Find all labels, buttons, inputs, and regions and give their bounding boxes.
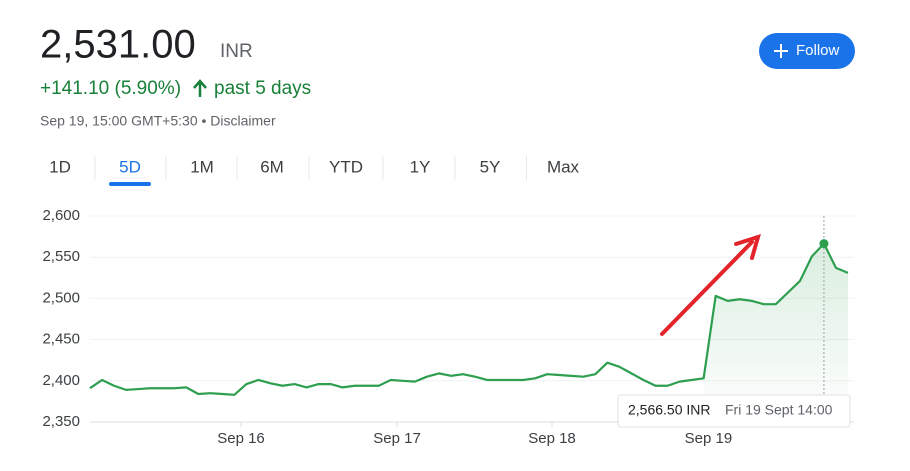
tab[interactable]: Max	[547, 157, 580, 176]
y-tick-label: 2,450	[42, 331, 80, 348]
chart: 2,350 2,400 2,450 2,500 2,550 2,600 Sep 16 Sep …	[42, 207, 854, 447]
follow-label[interactable]: Follow	[796, 42, 840, 59]
currency: INR	[220, 41, 253, 62]
follow-button[interactable]: Follow	[759, 33, 855, 69]
y-tick-label: 2,600	[42, 207, 80, 224]
tooltip-time: Fri 19 Sept 14:00	[725, 402, 833, 418]
plus-icon	[774, 44, 788, 58]
change: +141.10 (5.90%)	[40, 78, 181, 99]
x-tick-label: Sep 17	[373, 430, 421, 447]
y-tick-label: 2,550	[42, 248, 80, 265]
x-tick-label: Sep 18	[528, 430, 576, 447]
price: 2,531.00	[40, 23, 196, 67]
y-tick-label: 2,500	[42, 289, 80, 306]
price-line	[89, 242, 849, 396]
tab[interactable]: 6M	[260, 157, 284, 176]
period: past 5 days	[214, 78, 311, 99]
tab[interactable]: 1D	[49, 157, 71, 176]
timestamp: Sep 19, 15:00 GMT+5:30 • Disclaimer	[40, 113, 276, 129]
tab[interactable]: 1Y	[410, 157, 431, 176]
range-tabs: 1D 5D 1M 6M YTD 1Y 5Y Max	[49, 156, 580, 186]
y-tick-label: 2,350	[42, 413, 80, 430]
area	[703, 243, 848, 422]
follow-bg[interactable]	[759, 33, 855, 69]
up-arrow	[193, 79, 207, 97]
tooltip-box	[617, 394, 851, 428]
x-tick-label: Sep 19	[685, 430, 733, 447]
tab[interactable]: 5D	[119, 157, 141, 176]
tab[interactable]: 1M	[190, 157, 214, 176]
tab-underline	[109, 182, 151, 186]
tab[interactable]: YTD	[329, 157, 363, 176]
annotation-arrow	[660, 233, 761, 336]
y-tick-label: 2,400	[42, 372, 80, 389]
tooltip-value: 2,566.50 INR	[628, 402, 711, 418]
hover-point	[819, 239, 829, 249]
x-tick-label: Sep 16	[217, 430, 265, 447]
tab[interactable]: 5Y	[480, 157, 501, 176]
